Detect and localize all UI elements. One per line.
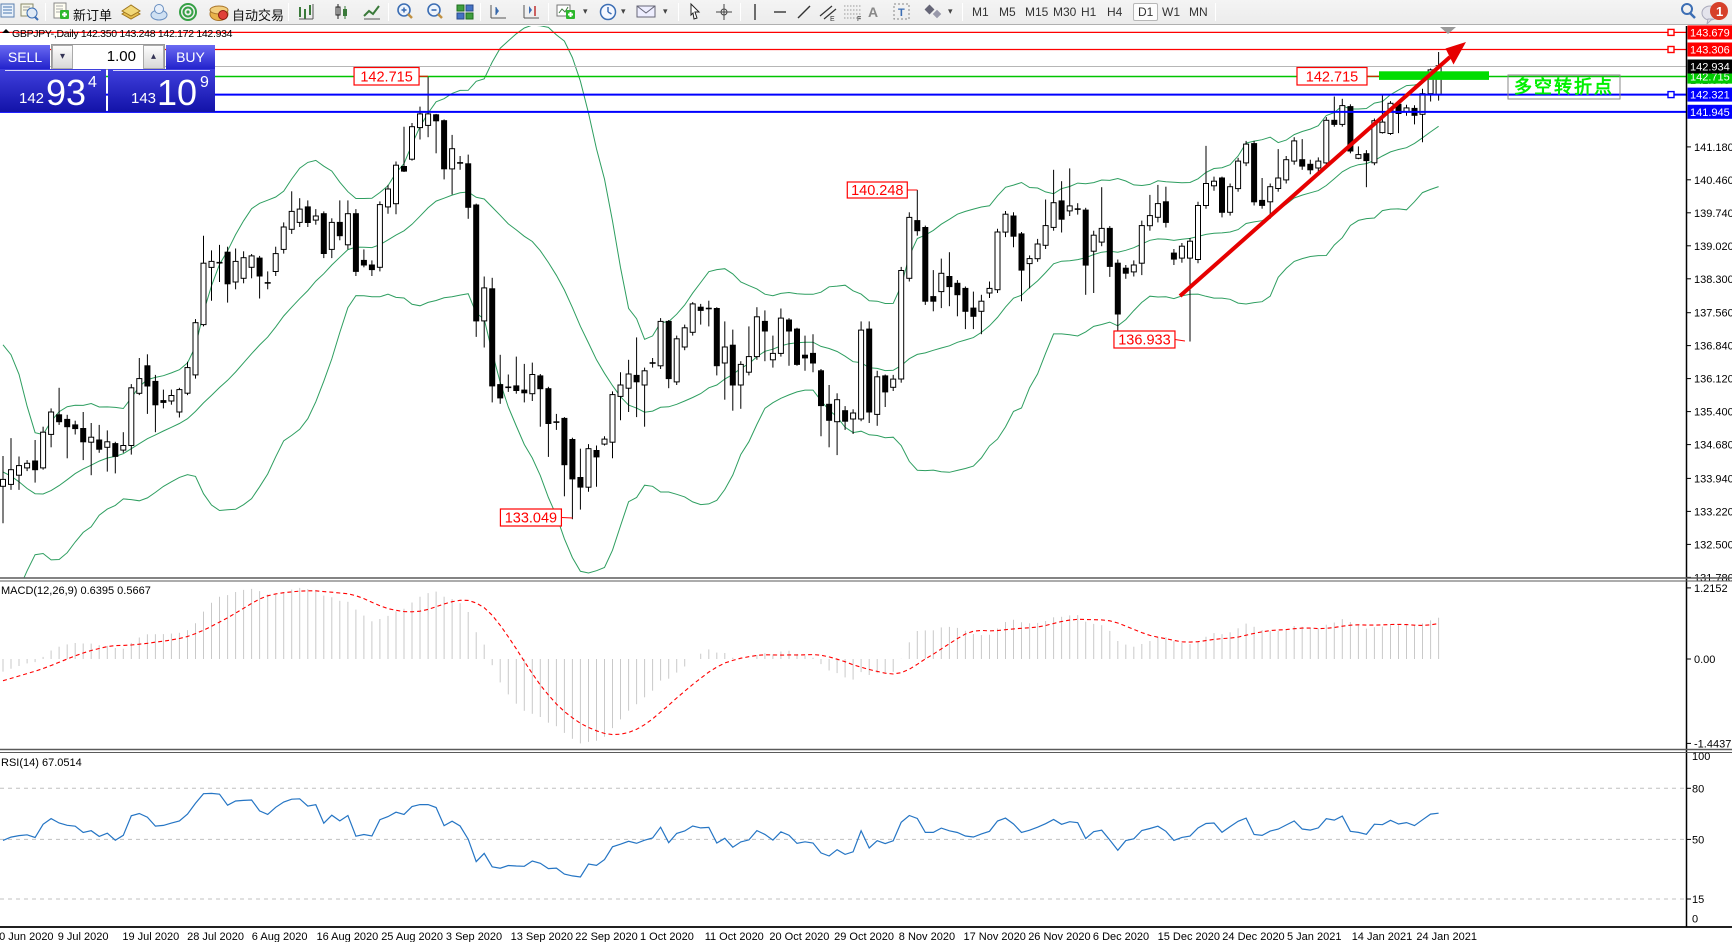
svg-text:6 Aug 2020: 6 Aug 2020 (252, 931, 308, 942)
svg-text:16 Aug 2020: 16 Aug 2020 (317, 931, 379, 942)
svg-text:138.300: 138.300 (1694, 274, 1732, 286)
svg-text:141.945: 141.945 (1690, 107, 1730, 119)
svg-text:142.321: 142.321 (1690, 90, 1730, 102)
svg-text:0.00: 0.00 (1694, 654, 1715, 666)
svg-text:136.120: 136.120 (1694, 374, 1732, 386)
svg-text:29 Oct 2020: 29 Oct 2020 (834, 931, 894, 942)
svg-text:14 Jan 2021: 14 Jan 2021 (1352, 931, 1413, 942)
svg-text:3 Sep 2020: 3 Sep 2020 (446, 931, 502, 942)
svg-text:135.400: 135.400 (1694, 407, 1732, 419)
svg-text:80: 80 (1692, 783, 1704, 795)
svg-text:0: 0 (1692, 914, 1698, 926)
svg-text:133.049: 133.049 (505, 511, 557, 527)
svg-text:9 Jul 2020: 9 Jul 2020 (58, 931, 109, 942)
svg-text:133.220: 133.220 (1694, 506, 1732, 518)
svg-text:19 Jul 2020: 19 Jul 2020 (122, 931, 179, 942)
svg-text:140.460: 140.460 (1694, 175, 1732, 187)
svg-text:142.934: 142.934 (1690, 62, 1730, 74)
svg-text:6 Dec 2020: 6 Dec 2020 (1093, 931, 1149, 942)
svg-text:141.180: 141.180 (1694, 142, 1732, 154)
svg-text:28 Jul 2020: 28 Jul 2020 (187, 931, 244, 942)
svg-text:142.715: 142.715 (1690, 72, 1730, 84)
svg-text:1 Oct 2020: 1 Oct 2020 (640, 931, 694, 942)
svg-text:11 Oct 2020: 11 Oct 2020 (705, 931, 764, 942)
svg-text:MACD(12,26,9) 0.6395 0.5667: MACD(12,26,9) 0.6395 0.5667 (1, 585, 151, 597)
svg-text:GBPJPY-,Daily 142.350 143.248: GBPJPY-,Daily 142.350 143.248 142.172 14… (12, 28, 233, 40)
svg-text:RSI(14) 67.0514: RSI(14) 67.0514 (1, 757, 82, 769)
svg-text:17 Nov 2020: 17 Nov 2020 (964, 931, 1026, 942)
svg-text:22 Sep 2020: 22 Sep 2020 (575, 931, 637, 942)
svg-text:132.500: 132.500 (1694, 539, 1732, 551)
svg-text:142.715: 142.715 (1306, 69, 1358, 85)
svg-text:1.2152: 1.2152 (1694, 583, 1728, 595)
svg-text:143.679: 143.679 (1690, 27, 1730, 39)
svg-text:137.560: 137.560 (1694, 308, 1732, 320)
svg-text:24 Dec 2020: 24 Dec 2020 (1222, 931, 1284, 942)
svg-text:E: E (830, 16, 835, 22)
svg-text:-1.4437: -1.4437 (1694, 738, 1731, 750)
svg-text:133.940: 133.940 (1694, 473, 1732, 485)
svg-text:136.840: 136.840 (1694, 341, 1732, 353)
svg-text:143.306: 143.306 (1690, 45, 1730, 57)
svg-text:140.248: 140.248 (851, 183, 903, 199)
svg-text:136.933: 136.933 (1118, 333, 1170, 349)
svg-text:15: 15 (1692, 894, 1704, 906)
svg-text:142.715: 142.715 (360, 69, 412, 85)
svg-text:26 Nov 2020: 26 Nov 2020 (1028, 931, 1090, 942)
svg-text:20 Oct 2020: 20 Oct 2020 (769, 931, 829, 942)
svg-text:8 Nov 2020: 8 Nov 2020 (899, 931, 955, 942)
svg-text:T: T (898, 7, 905, 19)
svg-text:25 Aug 2020: 25 Aug 2020 (381, 931, 443, 942)
svg-text:100: 100 (1692, 751, 1710, 763)
svg-text:1: 1 (1716, 4, 1723, 19)
svg-text:15 Dec 2020: 15 Dec 2020 (1158, 931, 1220, 942)
svg-text:134.680: 134.680 (1694, 440, 1732, 452)
svg-text:139.740: 139.740 (1694, 208, 1732, 220)
svg-text:5 Jan 2021: 5 Jan 2021 (1287, 931, 1341, 942)
svg-text:多空转折点: 多空转折点 (1514, 76, 1614, 97)
svg-text:F: F (857, 16, 861, 22)
svg-text:24 Jan 2021: 24 Jan 2021 (1416, 931, 1477, 942)
svg-text:139.020: 139.020 (1694, 241, 1732, 253)
svg-text:50: 50 (1692, 834, 1704, 846)
svg-text:13 Sep 2020: 13 Sep 2020 (511, 931, 573, 942)
svg-text:30 Jun 2020: 30 Jun 2020 (0, 931, 54, 942)
